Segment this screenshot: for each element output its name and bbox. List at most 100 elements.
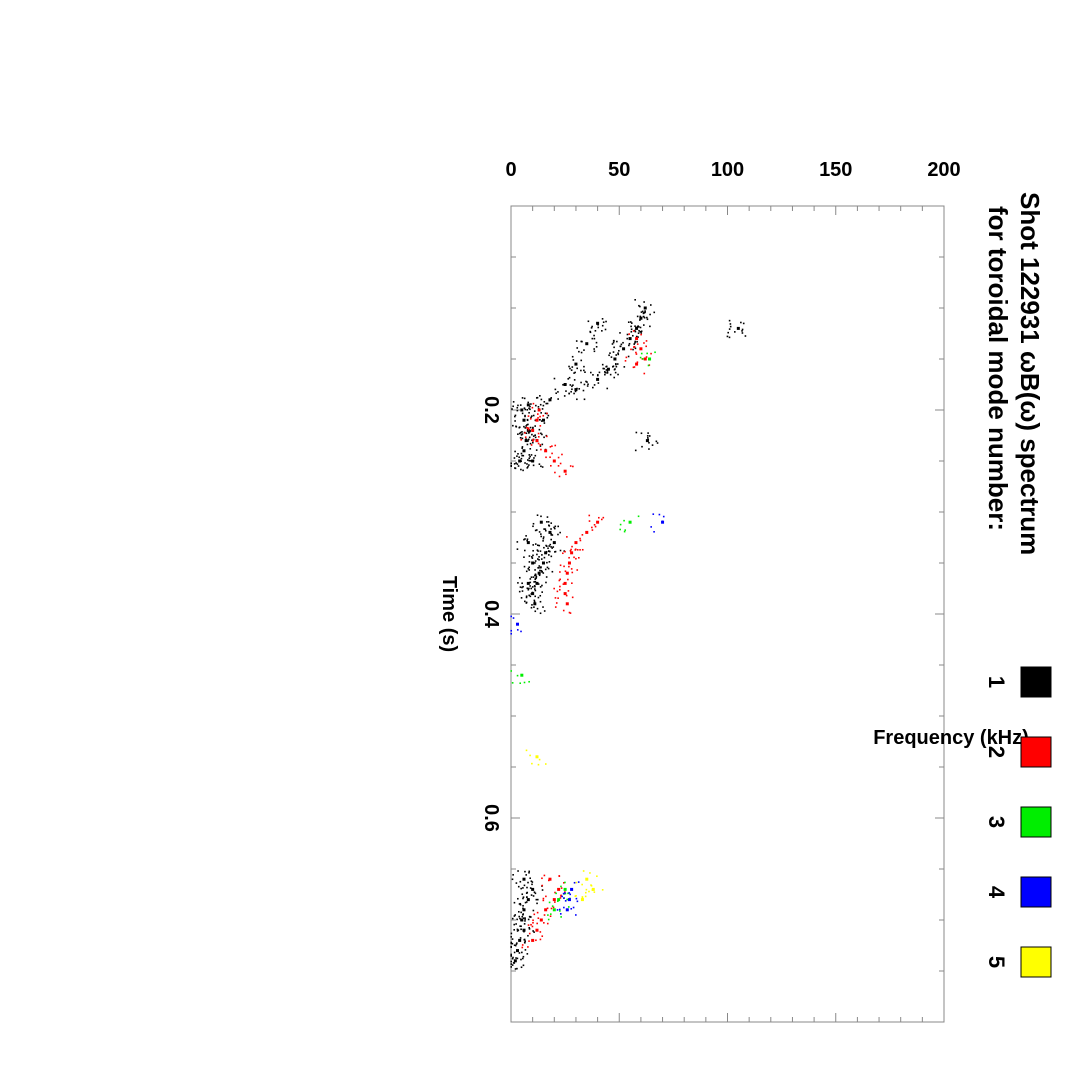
data-point-mode-2 [562, 552, 564, 555]
data-point-mode-1 [637, 325, 639, 327]
data-point-mode-1 [627, 355, 630, 358]
data-point-mode-1 [646, 437, 649, 439]
data-point-mode-1 [539, 569, 541, 572]
data-point-mode-1 [524, 949, 527, 951]
data-point-mode-1 [524, 549, 526, 552]
data-point-mode-2 [643, 372, 646, 375]
y-tick-label: 100 [711, 159, 744, 181]
data-point-mode-2 [571, 582, 573, 585]
data-point-mode-1 [532, 576, 535, 578]
data-point-mode-1 [527, 934, 529, 937]
data-point-mode-1 [543, 436, 545, 439]
data-point-mode-1 [532, 441, 534, 444]
data-point-mode-1 [532, 414, 535, 417]
data-point-mode-2 [562, 609, 565, 612]
data-point-mode-1 [520, 452, 523, 455]
data-point-mode-1 [557, 398, 559, 400]
data-point-mode-1 [550, 538, 552, 541]
data-point-mode-1 [539, 550, 542, 552]
data-point-mode-1 [551, 570, 554, 573]
data-point-mode-1 [535, 404, 537, 407]
data-point-mode-2 [571, 596, 574, 599]
data-point-mode-2 [558, 579, 561, 582]
data-point-mode-1 [533, 602, 537, 606]
data-point-mode-3 [619, 523, 622, 526]
data-point-mode-1 [614, 371, 617, 374]
data-point-mode-1 [547, 567, 550, 570]
data-point-mode-1 [522, 896, 525, 898]
data-point-mode-1 [544, 412, 547, 415]
data-point-mode-1 [523, 938, 526, 941]
data-point-mode-1 [524, 408, 527, 411]
data-point-mode-2 [540, 448, 542, 451]
data-point-mode-5 [593, 891, 596, 893]
data-point-mode-1 [610, 356, 613, 358]
data-point-mode-1 [529, 448, 532, 450]
data-point-mode-1 [521, 447, 523, 449]
data-point-mode-1 [523, 425, 525, 428]
data-point-mode-1 [736, 326, 740, 330]
data-point-mode-4 [520, 630, 522, 633]
data-point-mode-1 [515, 923, 517, 925]
data-point-mode-1 [643, 306, 647, 310]
data-point-mode-1 [586, 385, 589, 387]
data-point-mode-1 [554, 388, 557, 391]
data-point-mode-1 [547, 521, 550, 523]
data-point-mode-1 [557, 533, 559, 536]
data-point-mode-1 [528, 457, 531, 460]
data-point-mode-1 [537, 406, 540, 408]
data-point-mode-1 [562, 383, 564, 386]
data-point-mode-1 [542, 536, 545, 538]
data-point-mode-1 [585, 342, 589, 346]
data-point-mode-1 [514, 467, 517, 470]
data-point-mode-1 [529, 581, 532, 584]
data-point-mode-1 [643, 311, 646, 314]
data-point-mode-1 [512, 401, 515, 403]
data-point-mode-2 [537, 917, 540, 920]
data-point-mode-1 [550, 397, 553, 399]
data-point-mode-1 [510, 462, 512, 465]
data-point-mode-1 [570, 390, 572, 393]
data-point-mode-2 [645, 345, 647, 348]
data-point-mode-4 [575, 914, 577, 916]
data-point-mode-1 [626, 333, 629, 336]
data-point-mode-2 [526, 426, 528, 429]
data-point-mode-1 [519, 937, 522, 939]
data-point-mode-1 [543, 422, 546, 424]
data-point-mode-1 [510, 941, 512, 944]
data-point-mode-1 [615, 365, 618, 368]
y-tick-label: 0 [505, 159, 516, 181]
data-point-mode-1 [513, 929, 515, 931]
data-point-mode-1 [568, 376, 571, 379]
data-point-mode-1 [605, 320, 607, 323]
data-point-mode-4 [558, 908, 561, 911]
data-point-mode-1 [511, 878, 514, 881]
data-point-mode-1 [623, 366, 626, 368]
data-point-mode-2 [530, 923, 532, 926]
data-point-mode-2 [539, 931, 542, 933]
data-point-mode-1 [539, 586, 542, 588]
data-point-mode-1 [523, 929, 526, 932]
data-point-mode-1 [553, 526, 555, 529]
data-point-mode-1 [604, 328, 607, 331]
data-point-mode-1 [528, 569, 531, 571]
data-point-mode-1 [574, 390, 577, 393]
data-point-mode-2 [563, 469, 567, 473]
data-point-mode-5 [589, 872, 591, 874]
data-point-mode-3 [555, 892, 557, 895]
data-point-mode-1 [510, 465, 512, 467]
data-point-mode-1 [642, 315, 645, 318]
data-point-mode-1 [540, 412, 542, 414]
data-point-mode-1 [528, 459, 531, 462]
data-point-mode-1 [521, 433, 524, 435]
data-point-mode-1 [523, 884, 526, 887]
data-point-mode-2 [537, 408, 541, 412]
data-point-mode-1 [521, 437, 524, 440]
data-point-mode-2 [579, 539, 582, 542]
data-point-mode-2 [594, 525, 597, 528]
data-point-mode-1 [521, 951, 523, 954]
data-point-mode-3 [557, 900, 559, 903]
data-point-mode-1 [648, 441, 650, 444]
data-point-mode-2 [563, 592, 567, 596]
data-point-mode-1 [539, 403, 542, 406]
